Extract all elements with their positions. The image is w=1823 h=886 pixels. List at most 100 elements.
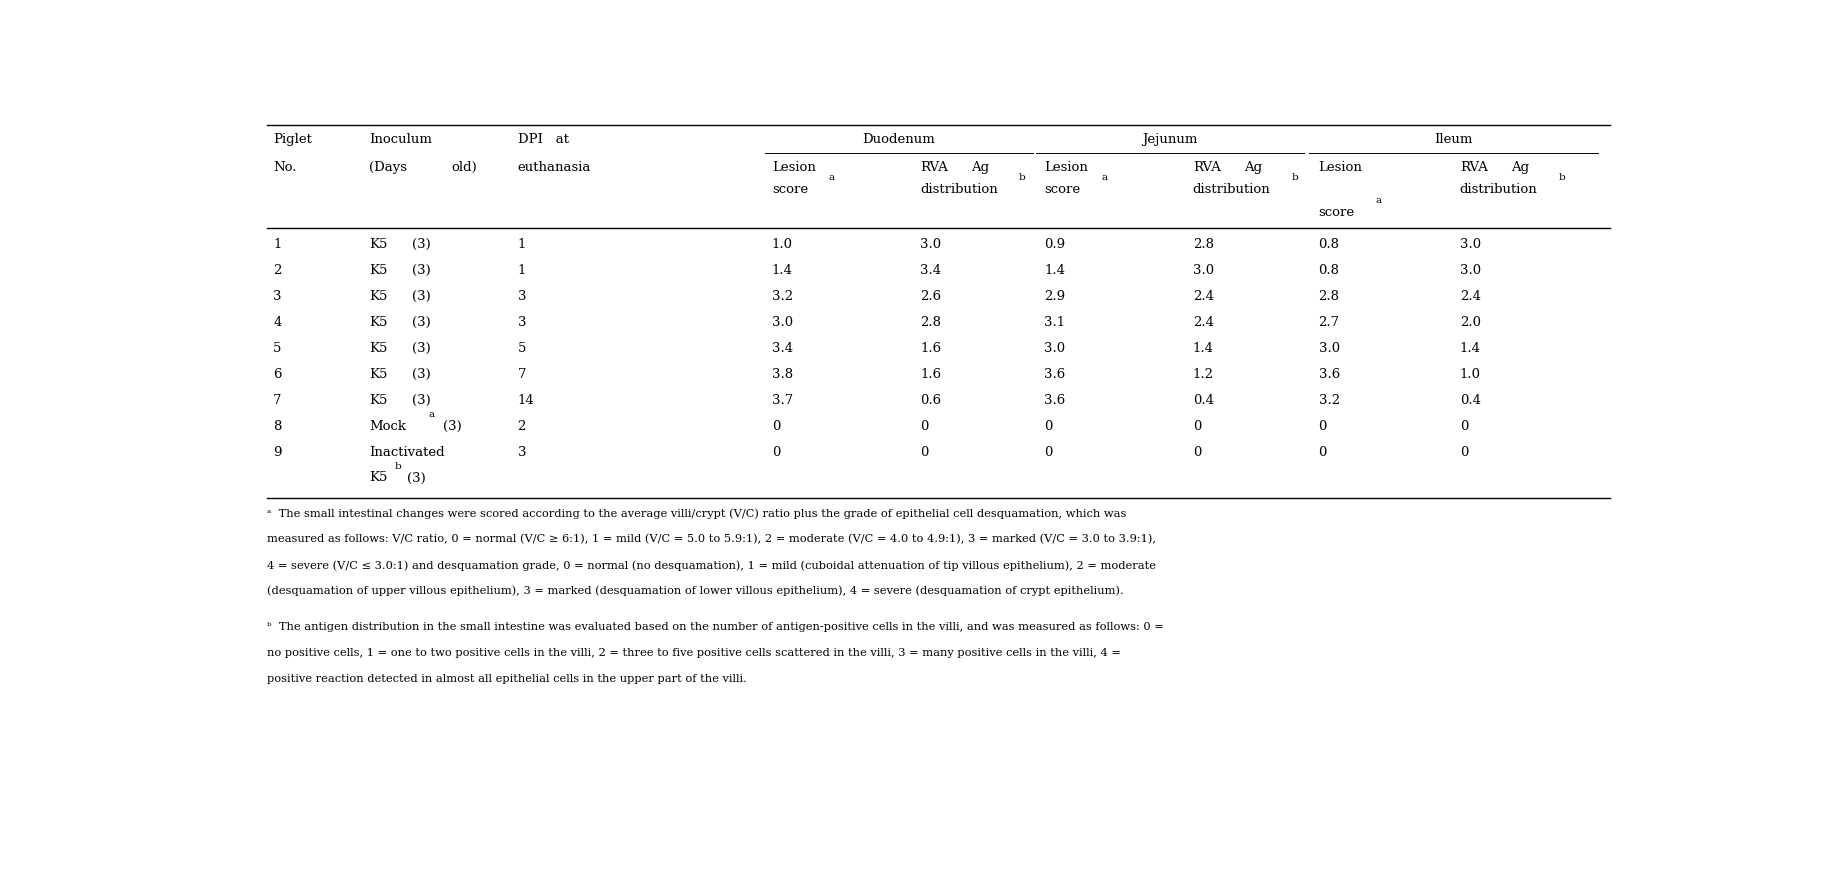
Text: a: a [428,410,434,419]
Text: K5: K5 [368,368,388,380]
Text: 0: 0 [1045,419,1054,432]
Text: 1.2: 1.2 [1192,368,1214,380]
Text: 4: 4 [273,315,281,329]
Text: K5: K5 [368,471,388,484]
Text: 3.0: 3.0 [771,315,793,329]
Text: Inoculum: Inoculum [368,133,432,145]
Text: score: score [771,183,808,195]
Text: 9: 9 [273,445,281,458]
Text: ᵃ  The small intestinal changes were scored according to the average villi/crypt: ᵃ The small intestinal changes were scor… [268,508,1127,518]
Text: 1.0: 1.0 [771,237,793,251]
Text: 2.6: 2.6 [921,290,941,302]
Text: 3: 3 [518,315,527,329]
Text: 1.4: 1.4 [1192,341,1214,354]
Text: RVA: RVA [1460,161,1488,175]
Text: 0: 0 [1318,445,1327,458]
Text: (3): (3) [412,393,430,406]
Text: 0: 0 [921,419,928,432]
Text: 0.4: 0.4 [1192,393,1214,406]
Text: no positive cells, 1 = one to two positive cells in the villi, 2 = three to five: no positive cells, 1 = one to two positi… [268,648,1121,657]
Text: 2.8: 2.8 [1318,290,1340,302]
Text: 2.4: 2.4 [1192,290,1214,302]
Text: 3: 3 [518,290,527,302]
Text: 3.6: 3.6 [1045,393,1066,406]
Text: 3.0: 3.0 [1460,263,1480,276]
Text: 3.0: 3.0 [1045,341,1066,354]
Text: 0.8: 0.8 [1318,237,1340,251]
Text: Duodenum: Duodenum [862,133,935,145]
Text: (3): (3) [412,290,430,302]
Text: 1: 1 [518,237,525,251]
Text: 2: 2 [518,419,525,432]
Text: 2.0: 2.0 [1460,315,1480,329]
Text: Lesion: Lesion [1318,161,1362,175]
Text: 3: 3 [518,445,527,458]
Text: 3.2: 3.2 [771,290,793,302]
Text: 0: 0 [1318,419,1327,432]
Text: K5: K5 [368,393,388,406]
Text: 0.8: 0.8 [1318,263,1340,276]
Text: 0: 0 [771,445,780,458]
Text: No.: No. [273,161,297,175]
Text: 14: 14 [518,393,534,406]
Text: Jejunum: Jejunum [1143,133,1198,145]
Text: 1: 1 [518,263,525,276]
Text: 7: 7 [273,393,281,406]
Text: K5: K5 [368,263,388,276]
Text: 3.8: 3.8 [771,368,793,380]
Text: 0.9: 0.9 [1045,237,1066,251]
Text: a: a [828,173,835,182]
Text: 0: 0 [1192,419,1201,432]
Text: 3.7: 3.7 [771,393,793,406]
Text: 1: 1 [273,237,281,251]
Text: DPI   at: DPI at [518,133,569,145]
Text: distribution: distribution [1460,183,1537,195]
Text: score: score [1045,183,1081,195]
Text: 2.7: 2.7 [1318,315,1340,329]
Text: (desquamation of upper villous epithelium), 3 = marked (desquamation of lower vi: (desquamation of upper villous epitheliu… [268,586,1125,595]
Text: b: b [1293,173,1298,182]
Text: 3: 3 [273,290,281,302]
Text: Piglet: Piglet [273,133,312,145]
Text: 3.0: 3.0 [1318,341,1340,354]
Text: Ag: Ag [1511,161,1529,175]
Text: 2.8: 2.8 [921,315,941,329]
Text: 5: 5 [273,341,281,354]
Text: RVA: RVA [921,161,948,175]
Text: 0: 0 [771,419,780,432]
Text: Mock: Mock [368,419,407,432]
Text: b: b [394,462,401,470]
Text: measured as follows: V/C ratio, 0 = normal (V/C ≥ 6:1), 1 = mild (V/C = 5.0 to 5: measured as follows: V/C ratio, 0 = norm… [268,533,1156,544]
Text: 0.6: 0.6 [921,393,941,406]
Text: ᵇ  The antigen distribution in the small intestine was evaluated based on the nu: ᵇ The antigen distribution in the small … [268,621,1165,632]
Text: 3.0: 3.0 [1460,237,1480,251]
Text: Lesion: Lesion [1045,161,1088,175]
Text: 0: 0 [1045,445,1054,458]
Text: 0: 0 [1460,419,1468,432]
Text: Ag: Ag [1243,161,1262,175]
Text: RVA: RVA [1192,161,1221,175]
Text: 6: 6 [273,368,281,380]
Text: distribution: distribution [921,183,997,195]
Text: old): old) [450,161,478,175]
Text: 1.6: 1.6 [921,341,941,354]
Text: a: a [1375,197,1382,206]
Text: 0: 0 [1460,445,1468,458]
Text: 3.0: 3.0 [921,237,941,251]
Text: K5: K5 [368,315,388,329]
Text: euthanasia: euthanasia [518,161,591,175]
Text: 2.4: 2.4 [1460,290,1480,302]
Text: 5: 5 [518,341,525,354]
Text: Inactivated: Inactivated [368,445,445,458]
Text: (3): (3) [412,368,430,380]
Text: Ag: Ag [972,161,990,175]
Text: 1.4: 1.4 [771,263,793,276]
Text: (3): (3) [407,471,427,484]
Text: K5: K5 [368,290,388,302]
Text: 7: 7 [518,368,527,380]
Text: 0.4: 0.4 [1460,393,1480,406]
Text: 1.4: 1.4 [1460,341,1480,354]
Text: 1.0: 1.0 [1460,368,1480,380]
Text: Ileum: Ileum [1435,133,1473,145]
Text: 2: 2 [273,263,281,276]
